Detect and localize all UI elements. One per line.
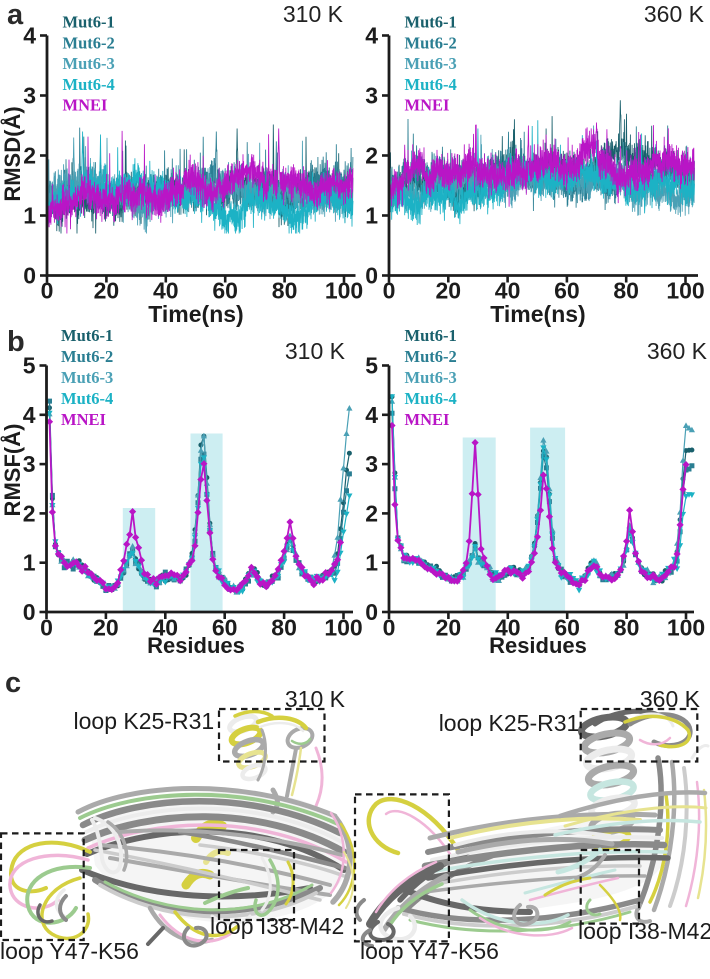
svg-text:loop I38-M42: loop I38-M42 [578, 918, 710, 944]
svg-text:Mut6-2: Mut6-2 [405, 33, 457, 52]
svg-text:Mut6-1: Mut6-1 [405, 13, 457, 32]
svg-text:Time(ns): Time(ns) [148, 301, 243, 327]
svg-text:loop I38-M42: loop I38-M42 [210, 913, 344, 939]
svg-text:MNEI: MNEI [63, 96, 108, 115]
svg-text:20: 20 [436, 278, 462, 304]
svg-text:310 K: 310 K [283, 1, 344, 27]
svg-text:1: 1 [23, 203, 36, 229]
svg-text:MNEI: MNEI [61, 410, 106, 429]
svg-text:2: 2 [365, 143, 378, 169]
svg-text:0: 0 [41, 278, 54, 304]
svg-text:Mut6-3: Mut6-3 [405, 368, 457, 387]
svg-text:0: 0 [23, 599, 36, 625]
svg-text:80: 80 [613, 278, 639, 304]
svg-text:Mut6-1: Mut6-1 [61, 326, 113, 345]
svg-text:Residues: Residues [489, 633, 587, 658]
svg-text:60: 60 [554, 615, 580, 641]
svg-text:80: 80 [272, 278, 298, 304]
svg-text:1: 1 [365, 203, 378, 229]
svg-text:20: 20 [436, 615, 462, 641]
svg-text:MNEI: MNEI [405, 410, 450, 429]
svg-text:40: 40 [153, 615, 179, 641]
svg-text:Mut6-4: Mut6-4 [405, 389, 457, 408]
svg-text:0: 0 [365, 263, 378, 289]
svg-text:2: 2 [23, 143, 36, 169]
svg-text:Mut6-4: Mut6-4 [405, 75, 457, 94]
svg-text:3: 3 [365, 451, 378, 477]
svg-text:RMSD(Å): RMSD(Å) [0, 106, 25, 201]
svg-text:5: 5 [23, 353, 36, 379]
svg-text:80: 80 [271, 615, 297, 641]
svg-text:Time(ns): Time(ns) [490, 301, 585, 327]
svg-text:Mut6-2: Mut6-2 [63, 33, 115, 52]
svg-text:100: 100 [666, 278, 704, 304]
svg-text:3: 3 [23, 83, 36, 109]
svg-text:4: 4 [365, 402, 378, 428]
svg-text:Mut6-3: Mut6-3 [61, 368, 113, 387]
svg-text:MNEI: MNEI [405, 96, 450, 115]
svg-text:40: 40 [495, 278, 521, 304]
svg-text:360 K: 360 K [644, 1, 705, 27]
svg-text:Mut6-4: Mut6-4 [63, 75, 115, 94]
svg-text:loop K25-R31: loop K25-R31 [74, 708, 215, 734]
svg-text:Mut6-2: Mut6-2 [61, 347, 113, 366]
svg-text:60: 60 [554, 278, 580, 304]
svg-text:0: 0 [23, 263, 36, 289]
svg-text:4: 4 [23, 23, 36, 49]
svg-text:360 K: 360 K [640, 686, 701, 712]
svg-text:Mut6-2: Mut6-2 [405, 347, 457, 366]
svg-text:loop Y47-K56: loop Y47-K56 [0, 938, 139, 964]
svg-text:2: 2 [23, 500, 36, 526]
svg-text:20: 20 [93, 615, 119, 641]
svg-text:c: c [5, 667, 21, 699]
svg-text:310 K: 310 K [285, 338, 346, 364]
svg-text:0: 0 [40, 615, 53, 641]
svg-text:4: 4 [23, 402, 36, 428]
svg-text:Mut6-4: Mut6-4 [61, 389, 113, 408]
svg-text:100: 100 [667, 615, 705, 641]
svg-text:4: 4 [365, 23, 378, 49]
svg-text:100: 100 [325, 278, 363, 304]
svg-text:20: 20 [94, 278, 120, 304]
svg-text:RMSF(Å): RMSF(Å) [0, 424, 25, 517]
svg-text:0: 0 [383, 615, 396, 641]
svg-text:360 K: 360 K [647, 338, 708, 364]
svg-text:0: 0 [365, 599, 378, 625]
svg-text:loop K25-R31: loop K25-R31 [439, 710, 580, 736]
svg-text:5: 5 [365, 353, 378, 379]
svg-text:Mut6-1: Mut6-1 [405, 326, 457, 345]
svg-text:Mut6-1: Mut6-1 [63, 13, 115, 32]
svg-text:80: 80 [614, 615, 640, 641]
svg-text:0: 0 [383, 278, 396, 304]
svg-text:Mut6-3: Mut6-3 [63, 54, 115, 73]
svg-text:Mut6-3: Mut6-3 [405, 54, 457, 73]
svg-text:Residues: Residues [147, 633, 245, 658]
svg-text:1: 1 [365, 550, 378, 576]
svg-text:40: 40 [495, 615, 521, 641]
svg-text:1: 1 [23, 550, 36, 576]
svg-text:a: a [7, 0, 24, 31]
svg-text:b: b [7, 326, 25, 358]
svg-text:310 K: 310 K [285, 686, 346, 712]
svg-text:3: 3 [365, 83, 378, 109]
svg-text:40: 40 [153, 278, 179, 304]
svg-text:2: 2 [365, 500, 378, 526]
svg-text:3: 3 [23, 451, 36, 477]
svg-text:60: 60 [212, 278, 238, 304]
svg-text:60: 60 [212, 615, 238, 641]
svg-text:loop Y47-K56: loop Y47-K56 [360, 938, 499, 964]
svg-text:100: 100 [324, 615, 362, 641]
